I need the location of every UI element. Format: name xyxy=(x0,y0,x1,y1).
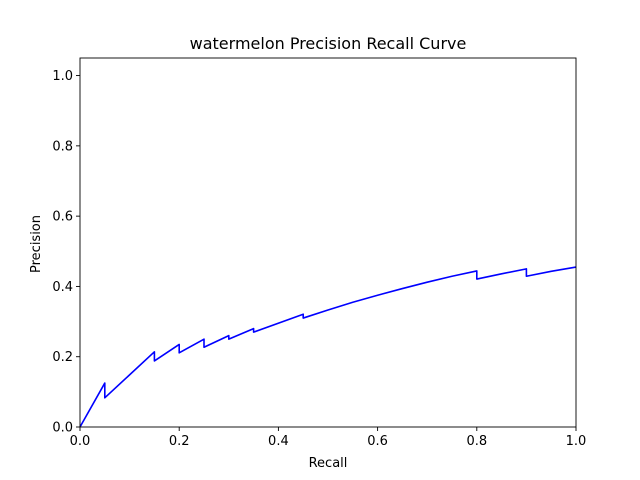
plot-area: 0.0 0.2 0.4 0.6 0.8 1.0 0.0 0.2 0.4 0.6 0.8 1.0 xyxy=(52,57,587,449)
x-tick-label: 1.0 xyxy=(566,434,587,449)
y-tick-label: 0.0 xyxy=(52,421,73,436)
y-axis-label: Precision xyxy=(29,215,44,273)
x-axis-label: Recall xyxy=(309,456,348,471)
x-tick-label: 0.4 xyxy=(268,434,289,449)
y-tick-label: 0.8 xyxy=(52,139,73,154)
x-tick-label: 0.8 xyxy=(466,434,487,449)
x-tick-label: 0.2 xyxy=(169,434,190,449)
y-tick-label: 0.6 xyxy=(52,210,73,225)
y-tick-label: 0.4 xyxy=(52,280,73,295)
x-tick-label: 0.0 xyxy=(70,434,91,449)
x-tick-label: 0.6 xyxy=(367,434,388,449)
y-tick-label: 0.2 xyxy=(52,350,73,365)
series-line-0 xyxy=(79,266,577,428)
chart-title: watermelon Precision Recall Curve xyxy=(190,34,467,53)
plot-frame xyxy=(79,57,577,428)
y-tick-label: 1.0 xyxy=(52,69,73,84)
